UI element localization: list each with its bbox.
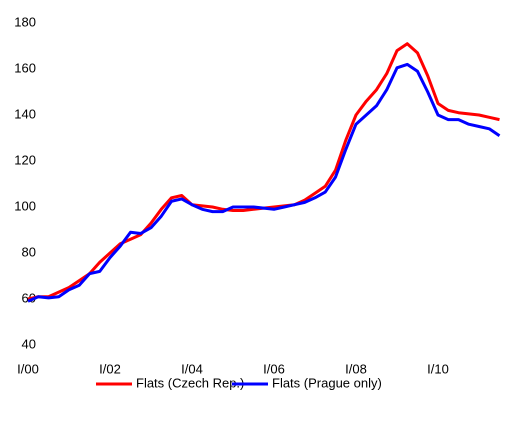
x-tick-label: I/06 [263,361,285,376]
y-tick-label: 120 [14,152,36,167]
y-tick-label: 100 [14,198,36,213]
series-line [27,42,500,301]
legend-label: Flats (Czech Rep.) [136,375,244,390]
x-tick-label: I/04 [181,361,203,376]
y-tick-label: 180 [14,14,36,29]
y-tick-label: 160 [14,60,36,75]
y-tick-label: 80 [22,244,36,259]
y-tick-label: 140 [14,106,36,121]
x-tick-label: I/08 [345,361,367,376]
x-tick-label: I/10 [427,361,449,376]
y-tick-label: 40 [22,336,36,351]
series-line [27,62,501,303]
legend-label: Flats (Prague only) [272,375,382,390]
x-tick-label: I/00 [17,361,39,376]
x-tick-label: I/02 [99,361,121,376]
